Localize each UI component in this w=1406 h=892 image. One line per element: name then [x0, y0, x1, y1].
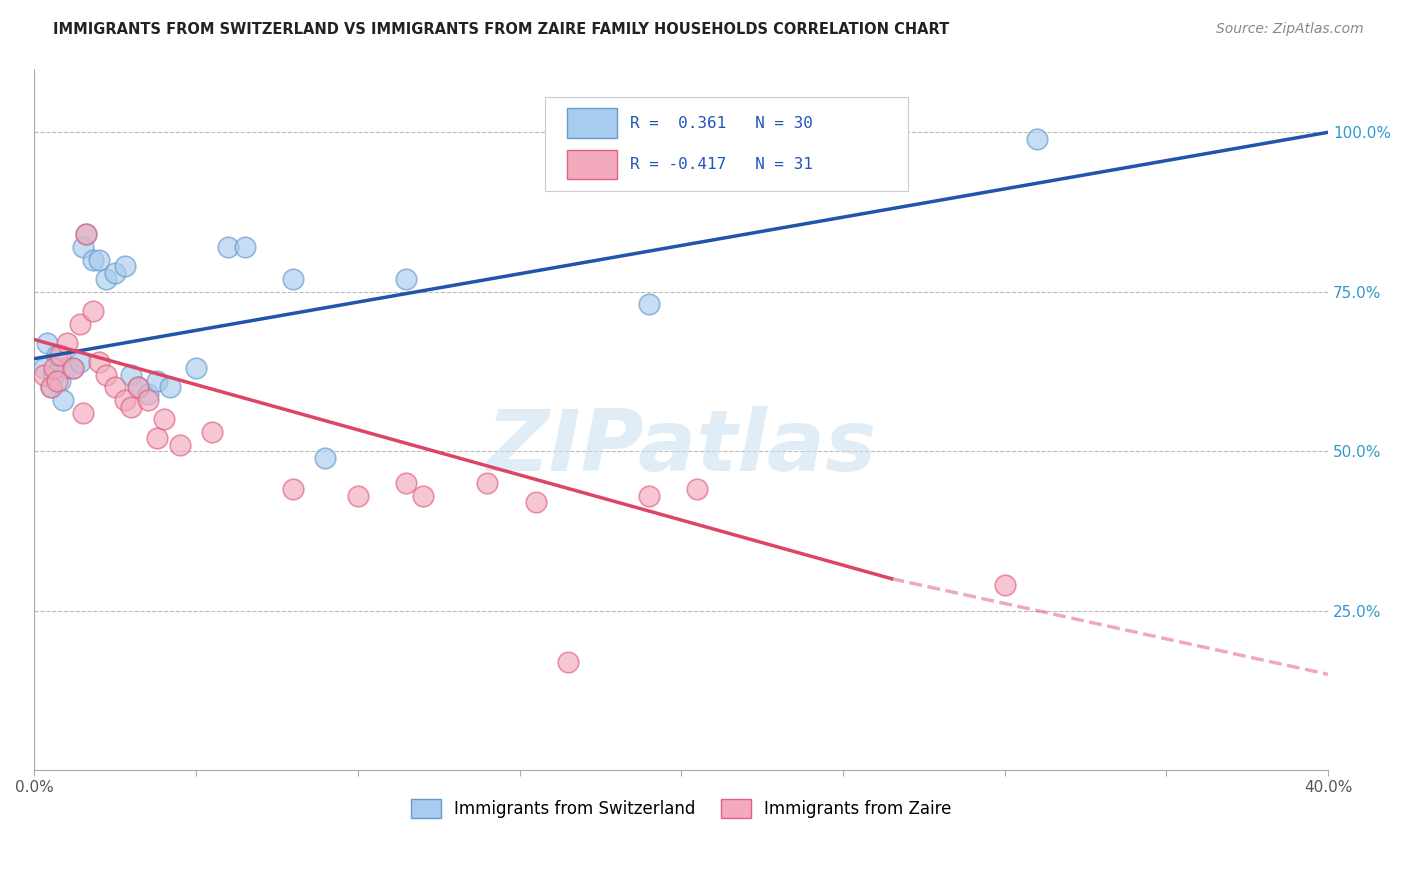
Point — [184, 361, 207, 376]
Point — [52, 393, 75, 408]
Point — [120, 400, 142, 414]
Point — [136, 393, 159, 408]
Point — [46, 374, 69, 388]
Point — [55, 335, 77, 350]
Point — [120, 368, 142, 382]
Point — [686, 483, 709, 497]
Point — [146, 431, 169, 445]
Point — [87, 252, 110, 267]
Point — [32, 361, 55, 376]
Point — [39, 380, 62, 394]
Point — [136, 386, 159, 401]
Point — [42, 361, 65, 376]
Text: ZIPatlas: ZIPatlas — [486, 406, 876, 489]
Point — [524, 495, 547, 509]
Text: Source: ZipAtlas.com: Source: ZipAtlas.com — [1216, 22, 1364, 37]
Point — [69, 355, 91, 369]
Point — [94, 272, 117, 286]
Point — [46, 349, 69, 363]
Point — [42, 368, 65, 382]
Point — [75, 227, 97, 242]
Point — [72, 240, 94, 254]
Point — [281, 272, 304, 286]
Point — [557, 655, 579, 669]
Legend: Immigrants from Switzerland, Immigrants from Zaire: Immigrants from Switzerland, Immigrants … — [405, 792, 957, 825]
Point — [62, 361, 84, 376]
Point — [82, 252, 104, 267]
Point — [37, 335, 59, 350]
Point — [49, 374, 72, 388]
Point — [217, 240, 239, 254]
FancyBboxPatch shape — [546, 96, 908, 191]
Point — [638, 297, 661, 311]
Point — [1026, 131, 1049, 145]
Point — [104, 266, 127, 280]
Point — [346, 489, 368, 503]
Text: R =  0.361   N = 30: R = 0.361 N = 30 — [630, 116, 813, 130]
Point — [201, 425, 224, 439]
Point — [69, 317, 91, 331]
Point — [412, 489, 434, 503]
Point — [159, 380, 181, 394]
Point — [395, 476, 418, 491]
Point — [127, 380, 149, 394]
Point — [32, 368, 55, 382]
Point — [104, 380, 127, 394]
Point — [49, 349, 72, 363]
Point — [75, 227, 97, 242]
Point — [114, 259, 136, 273]
Bar — [568, 108, 617, 137]
Point — [114, 393, 136, 408]
Point — [146, 374, 169, 388]
Point — [62, 361, 84, 376]
Point — [477, 476, 499, 491]
Point — [395, 272, 418, 286]
Point — [169, 438, 191, 452]
Point — [39, 380, 62, 394]
Point — [94, 368, 117, 382]
Point — [55, 361, 77, 376]
Point — [281, 483, 304, 497]
Point — [72, 406, 94, 420]
Bar — [568, 150, 617, 179]
Point — [127, 380, 149, 394]
Text: R = -0.417   N = 31: R = -0.417 N = 31 — [630, 157, 813, 172]
Point — [233, 240, 256, 254]
Point — [314, 450, 336, 465]
Point — [152, 412, 174, 426]
Text: IMMIGRANTS FROM SWITZERLAND VS IMMIGRANTS FROM ZAIRE FAMILY HOUSEHOLDS CORRELATI: IMMIGRANTS FROM SWITZERLAND VS IMMIGRANT… — [53, 22, 949, 37]
Point — [82, 303, 104, 318]
Point — [87, 355, 110, 369]
Point — [638, 489, 661, 503]
Point — [994, 578, 1017, 592]
